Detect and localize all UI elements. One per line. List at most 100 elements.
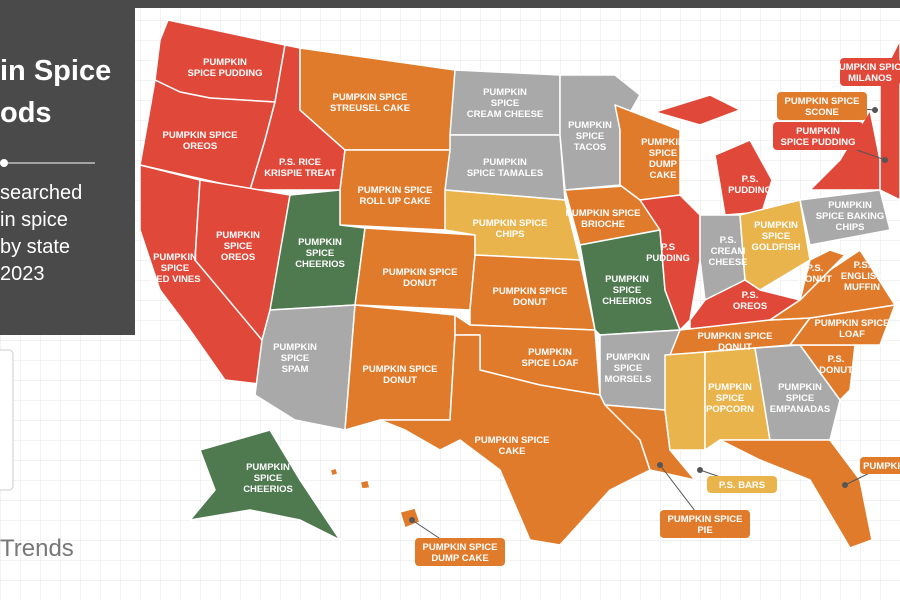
state-label: SPICE [786, 393, 815, 404]
callout-label: PUMPKIN SPICE [833, 62, 900, 73]
callout-label: PUMPKIN SPICE [668, 514, 743, 525]
state [799, 249, 846, 301]
state-label: RED VINES [149, 274, 200, 285]
state-label: PUMPKIN [568, 120, 612, 131]
state-label: ROLL UP CAKE [360, 196, 431, 207]
state-label: PUMPKIN [298, 237, 342, 248]
state [664, 351, 706, 451]
callout-label: DUMP CAKE [431, 553, 488, 564]
callout-dot [842, 482, 848, 488]
callout-label: PUMPKIN [796, 126, 840, 137]
subtitle: 2023 [0, 263, 45, 285]
state-label: P.S. [720, 235, 737, 246]
callout-label: MILANOS [848, 73, 892, 84]
state-label: PUMPKIN [641, 137, 685, 148]
state-label: EMPANADAS [770, 404, 831, 415]
state-label: PUMPKIN [778, 382, 822, 393]
state-label: DONUT [718, 342, 752, 353]
callout-dot [882, 157, 888, 163]
callout-label: PUMPKIN SPICE [785, 96, 860, 107]
divider-dot [0, 159, 8, 167]
state-label: CREAM [711, 246, 746, 257]
state-label: PUMPKIN [153, 252, 197, 263]
state-label: SPICE [613, 285, 642, 296]
state-label: PUMPKIN SPICE [163, 130, 238, 141]
state-label: PUMPKIN [246, 462, 290, 473]
callout-dot [409, 517, 415, 523]
state-label: DONUT [383, 375, 417, 386]
state [189, 429, 341, 541]
state-label: P.S [661, 242, 675, 253]
state-label: PUMPKIN SPICE [333, 92, 408, 103]
state-label: PUMPKIN SPICE [475, 435, 550, 446]
state-label: SPICE [649, 148, 678, 159]
state-label: P.S. [854, 260, 871, 271]
state-label: DONUT [513, 297, 547, 308]
state-label: MORSELS [605, 374, 652, 385]
state-label: SPICE [306, 248, 335, 259]
state-label: POPCORN [706, 404, 754, 415]
state-label: CHIPS [495, 229, 524, 240]
header: in Spice ods searched in spice by state 2023 [0, 55, 111, 285]
state-label: PUDDING [728, 185, 772, 196]
state-label: PUMPKIN [605, 274, 649, 285]
state-label: PUMPKIN SPICE [698, 331, 773, 342]
callout-label: SPICE PUDDING [781, 137, 856, 148]
state-label: DONUT [798, 274, 832, 285]
callout-dot [872, 107, 878, 113]
title: ods [0, 97, 52, 129]
state-label: SPICE [161, 263, 190, 274]
state-label: SPICE TAMALES [467, 168, 543, 179]
state-label: SPICE [224, 241, 253, 252]
callout-label: SCONE [805, 107, 839, 118]
state-label: PUMPKIN SPICE [358, 185, 433, 196]
state-label: PUMPKIN SPICE [363, 364, 438, 375]
state-label: SPICE LOAF [521, 358, 578, 369]
state-label: PUMPKIN [273, 342, 317, 353]
state [339, 149, 451, 231]
state [359, 479, 371, 490]
state-label: PUMPKIN [754, 220, 798, 231]
state-label: BRIOCHE [581, 219, 625, 230]
state-label: P.S. RICE [279, 157, 321, 168]
subtitle: in spice [0, 209, 68, 231]
state-label: PUMPKIN [708, 382, 752, 393]
state-label: SPICE [614, 363, 643, 374]
state [719, 439, 873, 549]
state [654, 94, 741, 126]
states [139, 19, 900, 549]
state-label: PUMPKIN [828, 200, 872, 211]
top-bar [0, 0, 900, 8]
state-label: PUMPKIN SPICE [383, 267, 458, 278]
state-label: PUMPKIN SPICE [473, 218, 548, 229]
state-label: CHIPS [835, 222, 864, 233]
state [799, 189, 891, 246]
state-label: CHEERIOS [602, 296, 652, 307]
state-label: SPICE [254, 473, 283, 484]
state-label: SPICE [491, 98, 520, 109]
state [714, 139, 773, 216]
state-label: CHEESE [708, 257, 747, 268]
state [739, 199, 811, 291]
state-label: GOLDFISH [751, 242, 800, 253]
logo-box [0, 349, 14, 491]
state-label: PUMPKIN SPICE [493, 286, 568, 297]
state-label: PUMPKIN [483, 157, 527, 168]
callout-label: P.S. BARS [719, 480, 765, 491]
state-label: PUMPKIN [216, 230, 260, 241]
state-label: P.S. [807, 263, 824, 274]
state-label: CHEERIOS [295, 259, 345, 270]
title: in Spice [0, 55, 111, 87]
state-label: OREOS [221, 252, 255, 263]
state-label: SPICE [281, 353, 310, 364]
state-label: DUMP [649, 159, 678, 170]
state-label: KRISPIE TREAT [264, 168, 336, 179]
state-label: P.S. [742, 174, 759, 185]
subtitle: by state [0, 236, 70, 258]
state-label: SPICE [576, 131, 605, 142]
callout-box [860, 457, 900, 474]
callout-label: PUMPKIN SPICE [423, 542, 498, 553]
callout-dot [657, 462, 663, 468]
callout-dot [697, 467, 703, 473]
